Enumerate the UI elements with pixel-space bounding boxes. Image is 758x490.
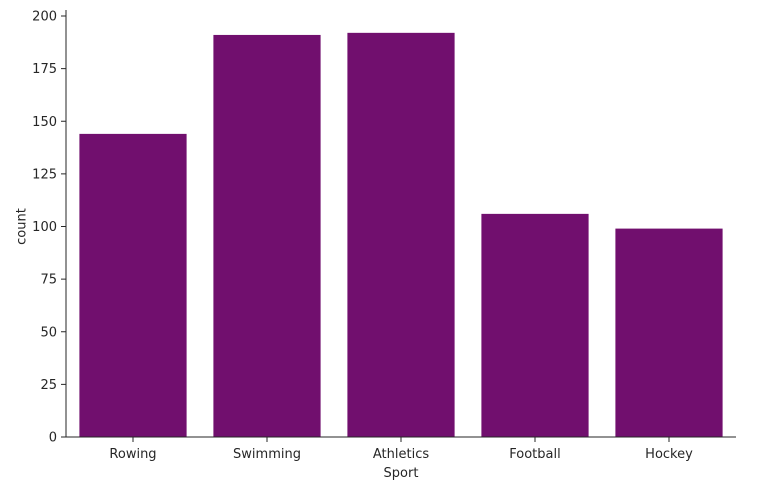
x-axis-ticks: Rowing Swimming Athletics Football Hockey <box>109 437 693 462</box>
y-tick-label: 100 <box>32 220 57 235</box>
bar-rowing <box>79 133 187 437</box>
y-axis-label: count <box>15 208 30 245</box>
bar-hockey <box>615 228 723 437</box>
y-tick-label: 125 <box>32 167 57 182</box>
y-tick-label: 150 <box>32 115 57 130</box>
x-tick-label: Swimming <box>233 447 301 462</box>
x-tick-label: Rowing <box>109 447 156 462</box>
y-tick-label: 75 <box>40 273 57 288</box>
x-tick-label: Athletics <box>373 447 429 462</box>
y-tick-label: 50 <box>40 325 57 340</box>
y-axis-ticks: 0 25 50 75 100 125 150 175 200 <box>32 10 66 446</box>
y-tick-label: 0 <box>49 431 57 446</box>
bars-group <box>79 32 723 438</box>
x-axis-label: Sport <box>384 466 419 481</box>
x-tick-label: Hockey <box>645 447 693 462</box>
y-tick-label: 200 <box>32 10 57 25</box>
bar-athletics <box>347 32 455 438</box>
y-tick-label: 175 <box>32 62 57 77</box>
bar-swimming <box>213 34 321 437</box>
y-tick-label: 25 <box>40 378 57 393</box>
x-tick-label: Football <box>509 447 560 462</box>
bar-football <box>481 213 589 437</box>
